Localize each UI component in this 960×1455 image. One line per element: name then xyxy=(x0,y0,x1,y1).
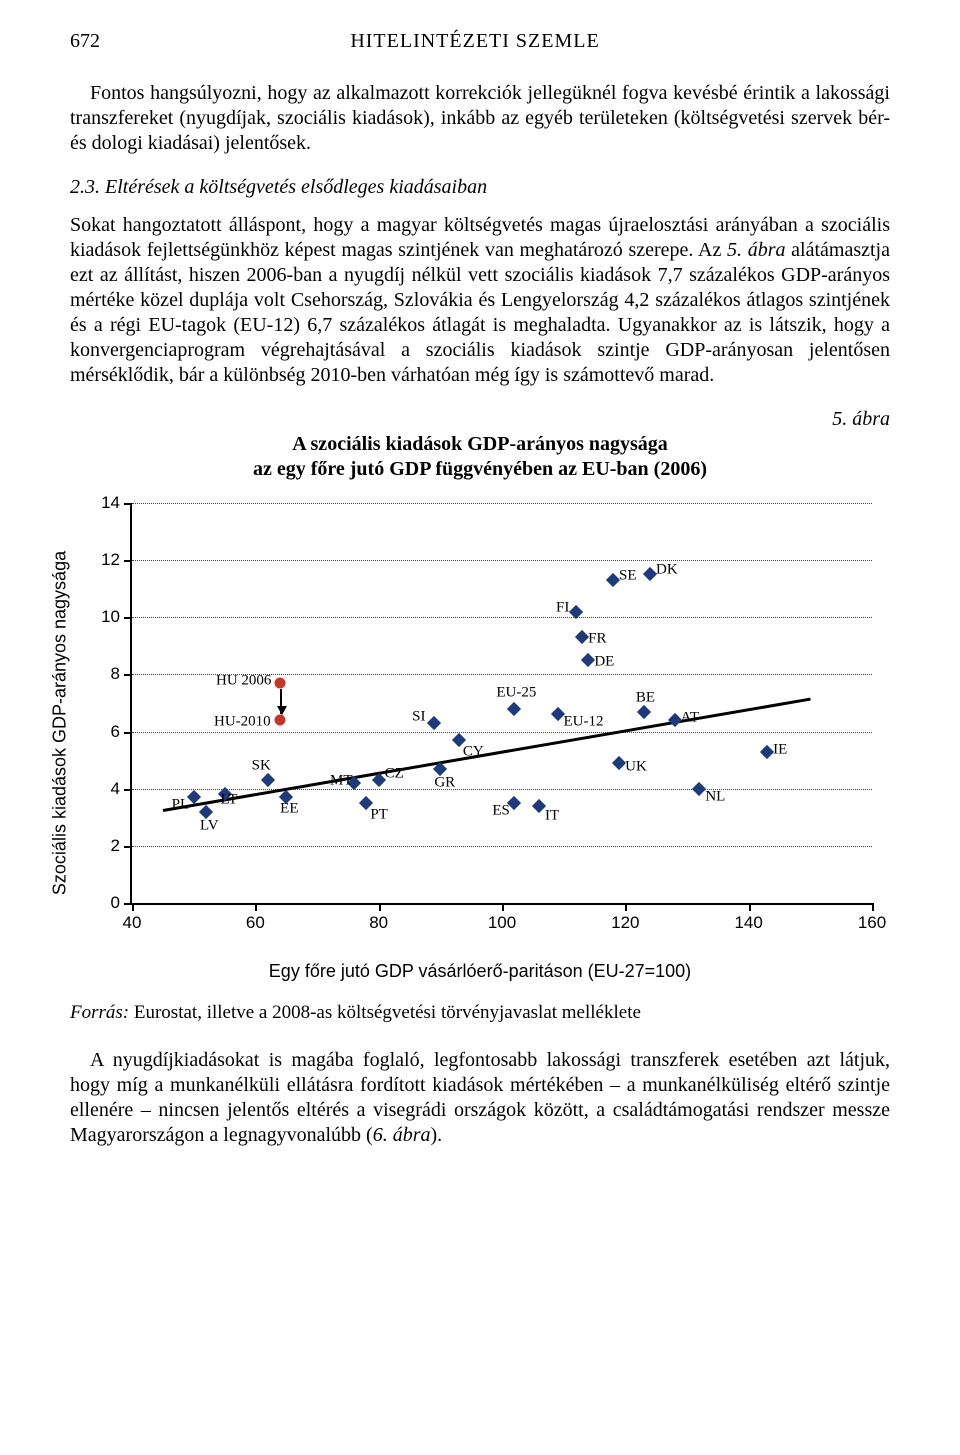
x-tick-label: 60 xyxy=(246,903,265,933)
data-point xyxy=(668,713,682,727)
data-point xyxy=(643,567,657,581)
data-point xyxy=(532,799,546,813)
gridline xyxy=(132,846,872,847)
figure-title: A szociális kiadások GDP-arányos nagyság… xyxy=(70,433,890,456)
x-tick-label: 140 xyxy=(734,903,762,933)
data-point-label: FR xyxy=(588,631,606,648)
data-point xyxy=(550,707,564,721)
data-point xyxy=(427,716,441,730)
data-point-label: IE xyxy=(773,741,787,758)
page-header: 672 HITELINTÉZETI SZEMLE xyxy=(70,30,890,53)
journal-title: HITELINTÉZETI SZEMLE xyxy=(100,30,850,53)
data-point-label: CY xyxy=(463,744,484,761)
y-tick-label: 4 xyxy=(111,779,132,799)
data-point-label: LT xyxy=(221,792,238,809)
data-point-label: SK xyxy=(252,758,271,775)
y-axis-label: Szociális kiadások GDP-arányos nagysága xyxy=(50,551,71,895)
data-point-label: HU 2006 xyxy=(216,673,271,690)
data-point xyxy=(581,653,595,667)
scatter-chart: Szociális kiadások GDP-arányos nagysága … xyxy=(70,493,890,953)
data-point-label: NL xyxy=(705,788,725,805)
data-point-label: SI xyxy=(412,709,425,726)
x-tick-label: 100 xyxy=(488,903,516,933)
y-tick-label: 6 xyxy=(111,722,132,742)
paragraph-2: Sokat hangoztatott álláspont, hogy a mag… xyxy=(70,213,890,388)
data-point-label: ES xyxy=(492,803,510,820)
data-point-label: BE xyxy=(636,689,655,706)
hu-arrow-icon xyxy=(280,689,282,715)
data-point-label: MT xyxy=(330,773,353,790)
data-point xyxy=(612,756,626,770)
gridline xyxy=(132,732,872,733)
paragraph-3: A nyugdíjkiadásokat is magába foglaló, l… xyxy=(70,1048,890,1148)
data-point xyxy=(692,782,706,796)
source-label: Forrás: xyxy=(70,1002,129,1023)
y-tick-label: 12 xyxy=(101,550,132,570)
data-point-label: CZ xyxy=(385,766,404,783)
plot-area: 02468101214406080100120140160PLLVLTEESKH… xyxy=(130,503,872,905)
p3-part-a: A nyugdíjkiadásokat is magába foglaló, l… xyxy=(70,1049,890,1146)
data-point xyxy=(575,630,589,644)
data-point-label: AT xyxy=(681,710,699,727)
paragraph-1: Fontos hangsúlyozni, hogy az alkalmazott… xyxy=(70,81,890,156)
data-point xyxy=(261,773,275,787)
data-point-label: LV xyxy=(200,817,219,834)
data-point-label: GR xyxy=(434,774,455,791)
data-point-label: EE xyxy=(280,801,298,818)
data-point-label: FI xyxy=(556,599,569,616)
data-point-label: DE xyxy=(594,654,614,671)
p2-fig-ref: 5. ábra xyxy=(727,239,785,261)
x-tick-label: 80 xyxy=(369,903,388,933)
p3-part-end: ). xyxy=(430,1124,442,1146)
y-tick-label: 14 xyxy=(101,493,132,513)
data-point-label: UK xyxy=(625,759,647,776)
data-point xyxy=(275,678,286,689)
gridline xyxy=(132,789,872,790)
gridline xyxy=(132,503,872,504)
figure-source: Forrás: Eurostat, illetve a 2008-as költ… xyxy=(70,1002,890,1024)
data-point-label: DK xyxy=(656,562,678,579)
data-point-label: EU-25 xyxy=(496,684,536,701)
p2-part-c: alátámasztja ezt az állítást, hiszen 200… xyxy=(70,239,890,386)
y-tick-label: 10 xyxy=(101,607,132,627)
data-point xyxy=(637,704,651,718)
source-text: Eurostat, illetve a 2008-as költségvetés… xyxy=(129,1002,641,1023)
x-tick-label: 40 xyxy=(123,903,142,933)
data-point-label: HU-2010 xyxy=(214,714,271,731)
data-point xyxy=(275,715,286,726)
y-tick-label: 2 xyxy=(111,836,132,856)
p3-fig-ref: 6. ábra xyxy=(373,1124,431,1146)
gridline xyxy=(132,560,872,561)
data-point-label: SE xyxy=(619,568,637,585)
x-axis-label: Egy főre jutó GDP vásárlóerő-paritáson (… xyxy=(70,961,890,982)
page: 672 HITELINTÉZETI SZEMLE Fontos hangsúly… xyxy=(0,0,960,1208)
section-heading: 2.3. Eltérések a költségvetés elsődleges… xyxy=(70,176,890,199)
x-tick-label: 160 xyxy=(858,903,886,933)
data-point-label: IT xyxy=(545,807,559,824)
y-tick-label: 8 xyxy=(111,664,132,684)
data-point-label: PL xyxy=(172,797,190,814)
x-tick-label: 120 xyxy=(611,903,639,933)
data-point xyxy=(606,573,620,587)
data-point-label: PT xyxy=(370,807,388,824)
data-point-label: EU-12 xyxy=(564,714,604,731)
data-point xyxy=(507,702,521,716)
figure-label: 5. ábra xyxy=(70,408,890,431)
figure-subtitle: az egy főre jutó GDP függvényében az EU-… xyxy=(70,458,890,481)
gridline xyxy=(132,617,872,618)
page-number: 672 xyxy=(70,30,100,53)
data-point xyxy=(760,744,774,758)
